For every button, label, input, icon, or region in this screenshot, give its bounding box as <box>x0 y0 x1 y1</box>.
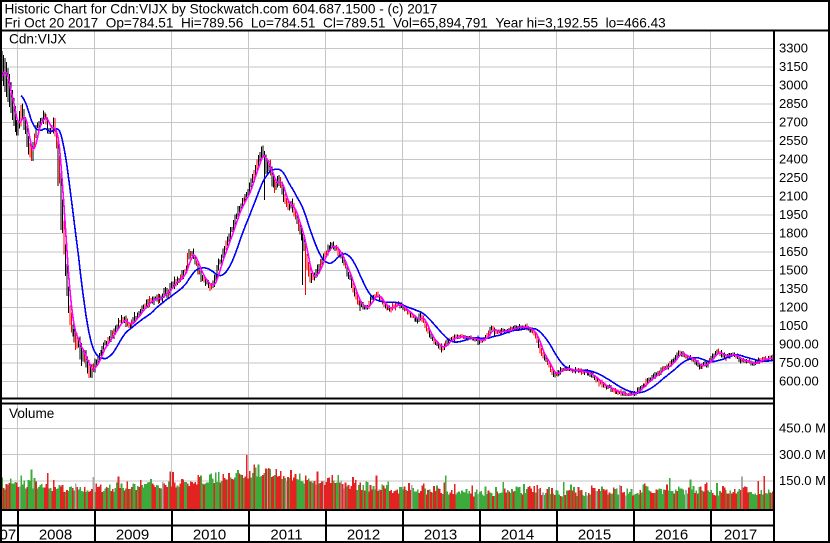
svg-text:2100: 2100 <box>779 189 808 204</box>
svg-text:3000: 3000 <box>779 78 808 93</box>
svg-text:2015: 2015 <box>578 527 611 543</box>
svg-text:3300: 3300 <box>779 41 808 56</box>
svg-text:2012: 2012 <box>347 527 380 543</box>
svg-text:2550: 2550 <box>779 133 808 148</box>
svg-text:2016: 2016 <box>655 527 688 543</box>
svg-text:600.00: 600.00 <box>779 374 819 389</box>
svg-text:1500: 1500 <box>779 263 808 278</box>
svg-text:2008: 2008 <box>39 527 72 543</box>
svg-text:750.00: 750.00 <box>779 355 819 370</box>
svg-text:2400: 2400 <box>779 152 808 167</box>
svg-text:2250: 2250 <box>779 170 808 185</box>
svg-text:2007: 2007 <box>0 527 16 543</box>
svg-text:450.0 M: 450.0 M <box>779 421 826 436</box>
svg-text:1950: 1950 <box>779 207 808 222</box>
svg-text:2010: 2010 <box>193 527 226 543</box>
svg-text:300.0 M: 300.0 M <box>779 447 826 462</box>
svg-text:150.0 M: 150.0 M <box>779 473 826 488</box>
svg-text:1200: 1200 <box>779 300 808 315</box>
svg-text:2700: 2700 <box>779 115 808 130</box>
svg-text:1350: 1350 <box>779 281 808 296</box>
svg-text:Fri Oct 20 2017 Op=784.51 Hi: Fri Oct 20 2017 Op=784.51 Hi=789.56 Lo=7… <box>5 15 666 30</box>
svg-text:2013: 2013 <box>424 527 457 543</box>
svg-text:2009: 2009 <box>116 527 149 543</box>
svg-text:2014: 2014 <box>501 527 534 543</box>
svg-text:2011: 2011 <box>270 527 302 543</box>
svg-text:1650: 1650 <box>779 244 808 259</box>
svg-text:900.00: 900.00 <box>779 337 819 352</box>
svg-text:3150: 3150 <box>779 59 808 74</box>
svg-text:Volume: Volume <box>9 406 54 421</box>
svg-text:Historic Chart for Cdn:VIJX by: Historic Chart for Cdn:VIJX by Stockwatc… <box>5 1 438 16</box>
svg-text:1050: 1050 <box>779 318 808 333</box>
svg-text:2017: 2017 <box>724 527 757 543</box>
svg-text:1800: 1800 <box>779 226 808 241</box>
svg-text:Cdn:VIJX: Cdn:VIJX <box>9 32 66 47</box>
svg-text:2850: 2850 <box>779 96 808 111</box>
